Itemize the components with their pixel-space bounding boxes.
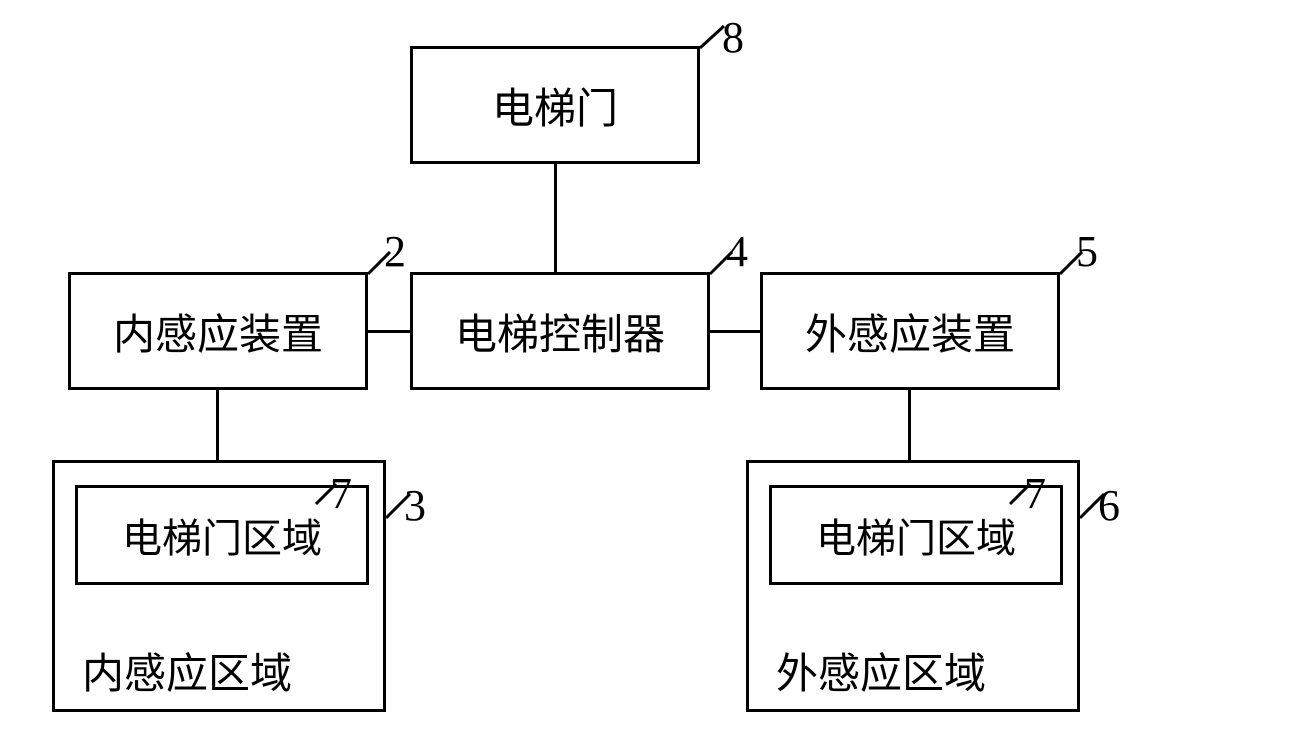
node-elevator-door-label: 电梯门 <box>492 75 618 136</box>
region-inner-label: 内感应区域 <box>82 640 292 701</box>
label-7-left: 7 <box>330 468 352 519</box>
node-outer-sensor: 外感应装置 <box>760 272 1060 390</box>
label-6: 6 <box>1098 480 1120 531</box>
node-inner-sensor-label: 内感应装置 <box>113 301 323 362</box>
node-elevator-door: 电梯门 <box>410 46 700 164</box>
label-3: 3 <box>404 480 426 531</box>
label-2: 2 <box>384 226 406 277</box>
line-left-center <box>368 330 410 333</box>
region-outer-door-area-label: 电梯门区域 <box>816 506 1016 564</box>
label-5: 5 <box>1076 226 1098 277</box>
line-right-down <box>908 390 911 460</box>
line-top-center <box>554 164 557 272</box>
node-outer-sensor-label: 外感应装置 <box>805 301 1015 362</box>
label-7-right: 7 <box>1024 468 1046 519</box>
node-inner-sensor: 内感应装置 <box>68 272 368 390</box>
line-center-right <box>710 330 760 333</box>
label-4: 4 <box>726 226 748 277</box>
region-outer-label: 外感应区域 <box>776 640 986 701</box>
node-controller: 电梯控制器 <box>410 272 710 390</box>
label-8: 8 <box>722 12 744 63</box>
region-inner-door-area: 电梯门区域 <box>75 485 369 585</box>
region-outer-door-area: 电梯门区域 <box>769 485 1063 585</box>
line-left-down <box>216 390 219 460</box>
tick-8 <box>700 26 724 48</box>
region-inner-door-area-label: 电梯门区域 <box>122 506 322 564</box>
node-controller-label: 电梯控制器 <box>455 301 665 362</box>
